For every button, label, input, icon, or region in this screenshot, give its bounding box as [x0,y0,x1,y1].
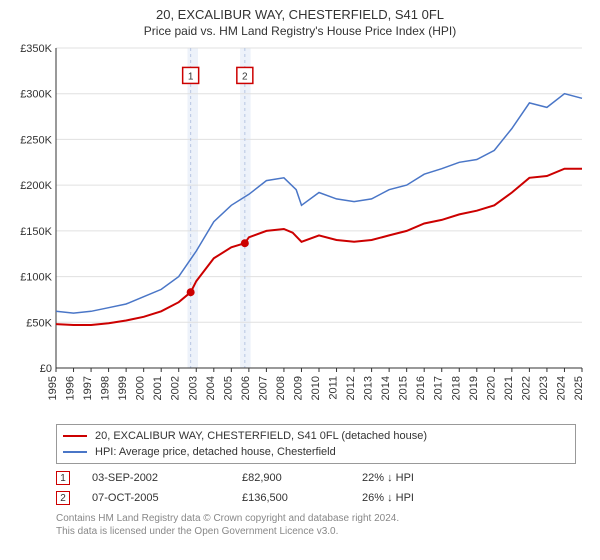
x-tick-label: 2006 [240,376,252,400]
x-tick-label: 2007 [257,376,269,400]
x-tick-label: 2018 [450,376,462,400]
x-tick-label: 2023 [538,376,550,400]
footer-line-1: Contains HM Land Registry data © Crown c… [56,512,590,525]
x-tick-label: 2000 [135,376,147,400]
y-tick-label: £200K [20,180,52,192]
sales-row: 2 07-OCT-2005£136,50026% ↓ HPI [56,488,576,508]
x-tick-label: 2015 [398,376,410,400]
x-tick-label: 2004 [205,376,217,400]
marker-label: 1 [188,72,194,83]
sale-point [241,239,249,247]
y-tick-label: £50K [26,317,52,329]
y-tick-label: £300K [20,89,52,101]
sale-point [187,288,195,296]
x-tick-label: 2009 [292,376,304,400]
series-hpi [56,94,582,313]
sales-price: £82,900 [242,472,362,484]
x-tick-label: 1995 [47,376,59,400]
x-tick-label: 2017 [433,376,445,400]
x-tick-label: 2021 [503,376,515,400]
chart-subtitle: Price paid vs. HM Land Registry's House … [10,24,590,38]
sales-marker: 2 [56,491,70,505]
footer-attribution: Contains HM Land Registry data © Crown c… [56,512,590,538]
x-tick-label: 2014 [380,376,392,400]
legend-row: 20, EXCALIBUR WAY, CHESTERFIELD, S41 0FL… [63,428,569,444]
legend-swatch [63,435,87,437]
sales-marker: 1 [56,471,70,485]
shaded-band [188,48,199,368]
legend-swatch [63,451,87,453]
x-tick-label: 1999 [117,376,129,400]
x-tick-label: 2016 [415,376,427,400]
x-tick-label: 2025 [573,376,585,400]
marker-label: 2 [242,72,248,83]
chart-area: £0 £50K £100K £150K £200K £250K £300K £350K 1995… [10,42,590,420]
legend-label: HPI: Average price, detached house, Ches… [95,446,336,458]
x-tick-label: 2013 [363,376,375,400]
chart-title: 20, EXCALIBUR WAY, CHESTERFIELD, S41 0FL [10,6,590,24]
x-tick-label: 2005 [222,376,234,400]
footer-line-2: This data is licensed under the Open Gov… [56,525,590,538]
x-tick-label: 2012 [345,376,357,400]
x-tick-label: 2001 [152,376,164,400]
sales-delta: 22% ↓ HPI [362,472,482,484]
x-tick-label: 2020 [485,376,497,400]
x-tick-label: 2024 [555,376,567,400]
y-tick-label: £150K [20,226,52,238]
legend-row: HPI: Average price, detached house, Ches… [63,444,569,460]
y-tick-label: £350K [20,43,52,55]
sales-date: 03-SEP-2002 [92,472,242,484]
sales-date: 07-OCT-2005 [92,492,242,504]
sales-delta: 26% ↓ HPI [362,492,482,504]
y-tick-label: £0 [40,363,52,375]
y-tick-label: £100K [20,272,52,284]
x-tick-label: 2008 [275,376,287,400]
x-tick-label: 2019 [468,376,480,400]
shaded-band [240,48,251,368]
legend: 20, EXCALIBUR WAY, CHESTERFIELD, S41 0FL… [56,424,576,464]
x-tick-label: 2002 [170,376,182,400]
sales-price: £136,500 [242,492,362,504]
x-tick-label: 2011 [328,376,340,400]
x-tick-label: 2010 [310,376,322,400]
x-tick-label: 2003 [187,376,199,400]
x-tick-label: 2022 [520,376,532,400]
x-tick-label: 1998 [100,376,112,400]
legend-label: 20, EXCALIBUR WAY, CHESTERFIELD, S41 0FL… [95,430,427,442]
sales-table: 1 03-SEP-2002£82,90022% ↓ HPI 2 07-OCT-2005… [56,468,576,508]
x-tick-label: 1996 [65,376,77,400]
y-tick-label: £250K [20,135,52,147]
line-chart-svg: £0 £50K £100K £150K £200K £250K £300K £350K 1995… [10,42,590,420]
sales-row: 1 03-SEP-2002£82,90022% ↓ HPI [56,468,576,488]
x-tick-label: 1997 [82,376,94,400]
